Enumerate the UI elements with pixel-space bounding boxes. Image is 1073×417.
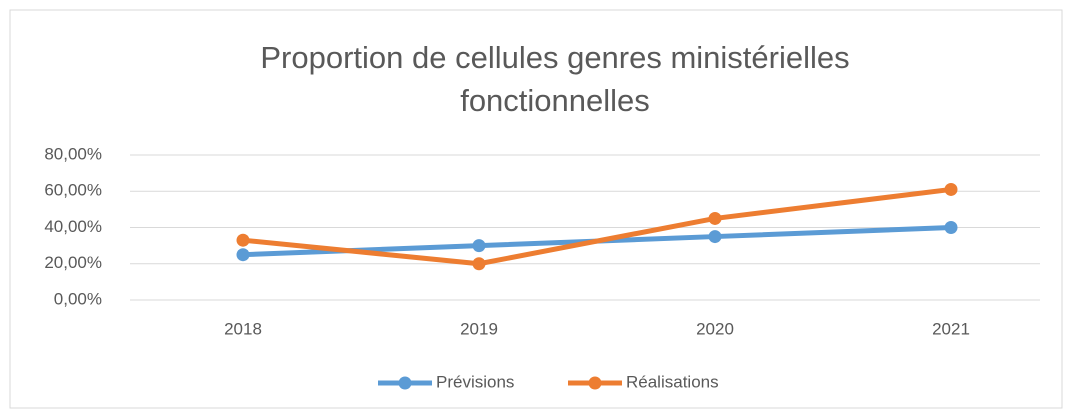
chart-frame [9,9,1063,409]
data-point [236,233,250,247]
y-tick-label: 0,00% [54,289,102,308]
legend-marker [588,376,602,390]
y-tick-label: 80,00% [44,144,102,163]
legend-label: Réalisations [626,372,719,391]
x-tick-label: 2021 [932,319,970,338]
chart-title: Proportion de cellules genres ministérie… [260,40,849,75]
y-tick-label: 60,00% [44,181,102,200]
x-tick-label: 2018 [224,319,262,338]
data-point [944,182,958,196]
y-tick-label: 20,00% [44,253,102,272]
data-point [708,211,722,225]
legend-marker [398,376,412,390]
y-tick-label: 40,00% [44,217,102,236]
legend-label: Prévisions [436,372,514,391]
data-point [472,239,486,253]
x-tick-label: 2019 [460,319,498,338]
chart-title: fonctionnelles [460,83,650,118]
data-point [472,257,486,271]
data-point [944,221,958,234]
data-point [708,230,722,244]
data-point [236,248,250,262]
series-line [240,186,954,267]
x-tick-label: 2020 [696,319,734,338]
